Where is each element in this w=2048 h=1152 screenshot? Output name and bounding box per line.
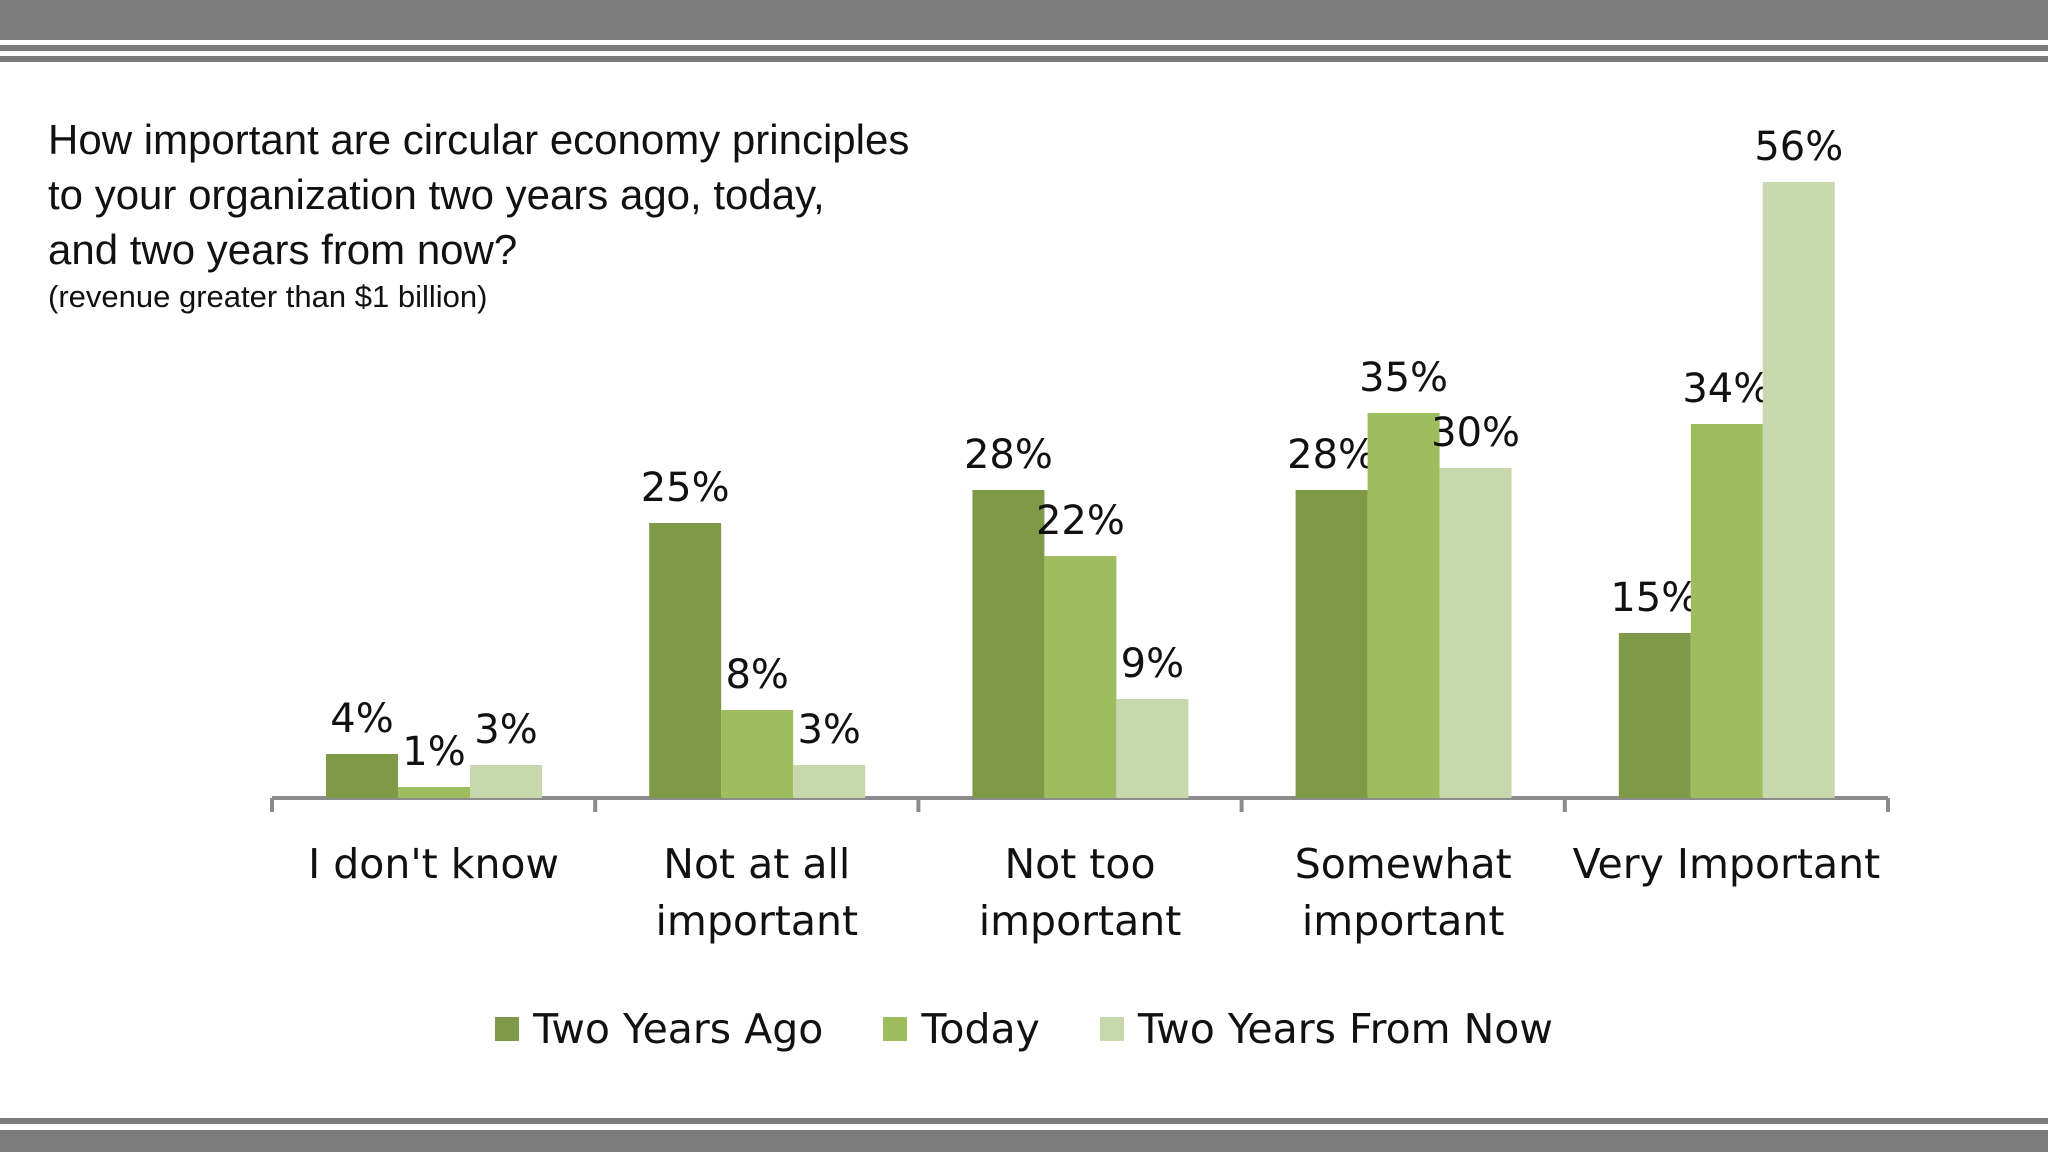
data-label: 56% [1754,124,1843,170]
bar [470,765,542,798]
data-label: 22% [1036,498,1125,544]
legend-item-today: Today [883,1005,1040,1053]
category-label: important [656,897,859,945]
legend-label: Today [921,1005,1040,1053]
category-label: I don't know [308,840,559,888]
bar [1618,633,1691,798]
data-label: 9% [1121,641,1184,687]
data-label: 28% [964,432,1053,478]
top-frame-bar [0,0,2048,40]
bar [972,490,1045,798]
bar [1295,490,1368,798]
legend-label: Two Years Ago [533,1005,824,1053]
bar [1762,182,1835,798]
category-label: Not at all [663,840,850,888]
legend: Two Years Ago Today Two Years From Now [0,1005,2048,1053]
bar [1690,424,1763,798]
category-label: Somewhat [1295,840,1512,888]
top-frame-line-thin [0,56,2048,62]
data-label: 15% [1610,575,1699,621]
data-label: 35% [1359,355,1448,401]
title-line: to your organization two years ago, toda… [48,171,825,218]
category-label: important [979,897,1182,945]
bottom-frame-line [0,1118,2048,1124]
bar [1116,699,1189,798]
top-frame-line [0,45,2048,51]
bar [1044,556,1117,798]
bar [793,765,866,798]
data-label: 28% [1287,432,1376,478]
data-label: 3% [797,707,860,753]
data-label: 8% [725,652,788,698]
bar [1439,468,1512,798]
legend-swatch [1099,1017,1124,1041]
bar [326,754,398,798]
chart-title: How important are circular economy princ… [48,112,909,317]
data-label: 1% [402,729,465,775]
legend-item-two-years-ago: Two Years Ago [495,1005,823,1053]
data-label: 34% [1682,366,1771,412]
bar [721,710,794,798]
data-label: 4% [330,696,393,742]
legend-item-two-years-from-now: Two Years From Now [1099,1005,1553,1053]
title-line: How important are circular economy princ… [48,116,910,163]
bottom-frame-bar [0,1130,2048,1152]
bar [398,787,470,798]
bar [1367,413,1440,798]
data-label: 25% [641,465,730,511]
legend-swatch [495,1017,520,1041]
title-line: and two years from now? [48,226,518,273]
legend-swatch [883,1017,908,1041]
category-label: Not too [1004,840,1155,888]
category-label: Very Important [1573,840,1881,888]
bar [649,523,722,798]
chart-subtitle: (revenue greater than $1 billion) [48,279,488,314]
category-label: important [1302,897,1505,945]
legend-label: Two Years From Now [1137,1005,1553,1053]
data-label: 3% [474,707,537,753]
data-label: 30% [1431,410,1520,456]
